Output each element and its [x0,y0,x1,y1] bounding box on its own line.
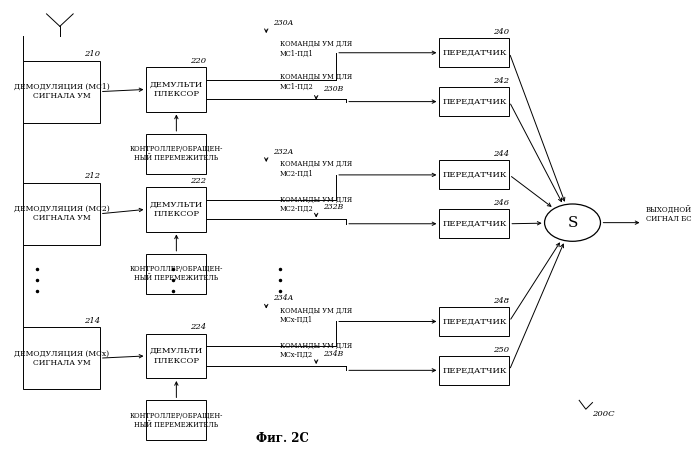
Bar [23,60,100,123]
Bar [440,87,510,116]
Text: 244: 244 [493,150,510,158]
Text: 232В: 232В [323,203,343,211]
Text: ПЕРЕДАТЧИК: ПЕРЕДАТЧИК [442,318,507,325]
Text: 232А: 232А [273,148,294,156]
Text: ДЕМОДУЛЯЦИЯ (МС1)
СИГНАЛА УМ: ДЕМОДУЛЯЦИЯ (МС1) СИГНАЛА УМ [14,83,109,100]
Text: Фиг. 2С: Фиг. 2С [257,432,310,446]
Text: 234А: 234А [273,294,294,302]
Text: КОМАНДЫ УМ ДЛЯ
МСx-ПД1: КОМАНДЫ УМ ДЛЯ МСx-ПД1 [280,307,352,324]
Text: 210: 210 [84,50,100,58]
Text: 248: 248 [493,297,510,305]
Circle shape [545,204,600,241]
Text: КОМАНДЫ УМ ДЛЯ
МС1-ПД2: КОМАНДЫ УМ ДЛЯ МС1-ПД2 [280,73,352,90]
Text: ПЕРЕДАТЧИК: ПЕРЕДАТЧИК [442,98,507,106]
Text: ПЕРЕДАТЧИК: ПЕРЕДАТЧИК [442,220,507,228]
Text: 222: 222 [190,177,206,185]
Bar [146,187,206,232]
Bar [23,327,100,389]
Text: КОНТРОЛЛЕР/ОБРАЩЕН-
НЫЙ ПЕРЕМЕЖИТЕЛЬ: КОНТРОЛЛЕР/ОБРАЩЕН- НЫЙ ПЕРЕМЕЖИТЕЛЬ [130,265,223,282]
Text: 246: 246 [493,199,510,207]
Bar [146,254,206,294]
Text: 230А: 230А [273,19,294,27]
Text: ДЕМУЛЬТИ
ПЛЕКСОР: ДЕМУЛЬТИ ПЛЕКСОР [150,347,203,365]
Text: КОНТРОЛЛЕР/ОБРАЩЕН-
НЫЙ ПЕРЕМЕЖИТЕЛЬ: КОНТРОЛЛЕР/ОБРАЩЕН- НЫЙ ПЕРЕМЕЖИТЕЛЬ [130,412,223,429]
Bar [146,400,206,440]
Bar [440,307,510,336]
Text: ДЕМОДУЛЯЦИЯ (МСx)
СИГНАЛА УМ: ДЕМОДУЛЯЦИЯ (МСx) СИГНАЛА УМ [14,350,109,367]
Text: 224: 224 [190,324,206,332]
Bar [146,134,206,174]
Text: 212: 212 [84,172,100,180]
Text: ПЕРЕДАТЧИК: ПЕРЕДАТЧИК [442,171,507,179]
Text: S: S [568,216,577,230]
Text: КОМАНДЫ УМ ДЛЯ
МС2-ПД2: КОМАНДЫ УМ ДЛЯ МС2-ПД2 [280,195,352,213]
Text: ПЕРЕДАТЧИК: ПЕРЕДАТЧИК [442,366,507,374]
Text: 220: 220 [190,57,206,65]
Text: ДЕМОДУЛЯЦИЯ (МС2)
СИГНАЛА УМ: ДЕМОДУЛЯЦИЯ (МС2) СИГНАЛА УМ [14,205,109,222]
Text: ДЕМУЛЬТИ
ПЛЕКСОР: ДЕМУЛЬТИ ПЛЕКСОР [150,81,203,98]
Text: 214: 214 [84,317,100,325]
Text: 234В: 234В [323,350,343,358]
Text: КОНТРОЛЛЕР/ОБРАЩЕН-
НЫЙ ПЕРЕМЕЖИТЕЛЬ: КОНТРОЛЛЕР/ОБРАЩЕН- НЫЙ ПЕРЕМЕЖИТЕЛЬ [130,145,223,162]
Bar [440,356,510,385]
Text: ПЕРЕДАТЧИК: ПЕРЕДАТЧИК [442,49,507,57]
Text: 242: 242 [493,77,510,85]
Text: КОМАНДЫ УМ ДЛЯ
МС2-ПД1: КОМАНДЫ УМ ДЛЯ МС2-ПД1 [280,160,352,177]
Bar [440,209,510,238]
Bar [146,67,206,112]
Text: ДЕМУЛЬТИ
ПЛЕКСОР: ДЕМУЛЬТИ ПЛЕКСОР [150,201,203,218]
Text: КОМАНДЫ УМ ДЛЯ
МС1-ПД1: КОМАНДЫ УМ ДЛЯ МС1-ПД1 [280,40,352,58]
Bar [23,183,100,245]
Text: 230В: 230В [323,86,343,94]
Text: КОМАНДЫ УМ ДЛЯ
МСx-ПД2: КОМАНДЫ УМ ДЛЯ МСx-ПД2 [280,342,352,359]
Text: ВЫХОДНОЙ
СИГНАЛ БС: ВЫХОДНОЙ СИГНАЛ БС [646,206,692,223]
Bar [146,334,206,378]
Text: 200C: 200C [593,410,615,418]
Text: 240: 240 [493,28,510,36]
Bar [440,38,510,67]
Bar [440,161,510,189]
Text: 250: 250 [493,346,510,354]
